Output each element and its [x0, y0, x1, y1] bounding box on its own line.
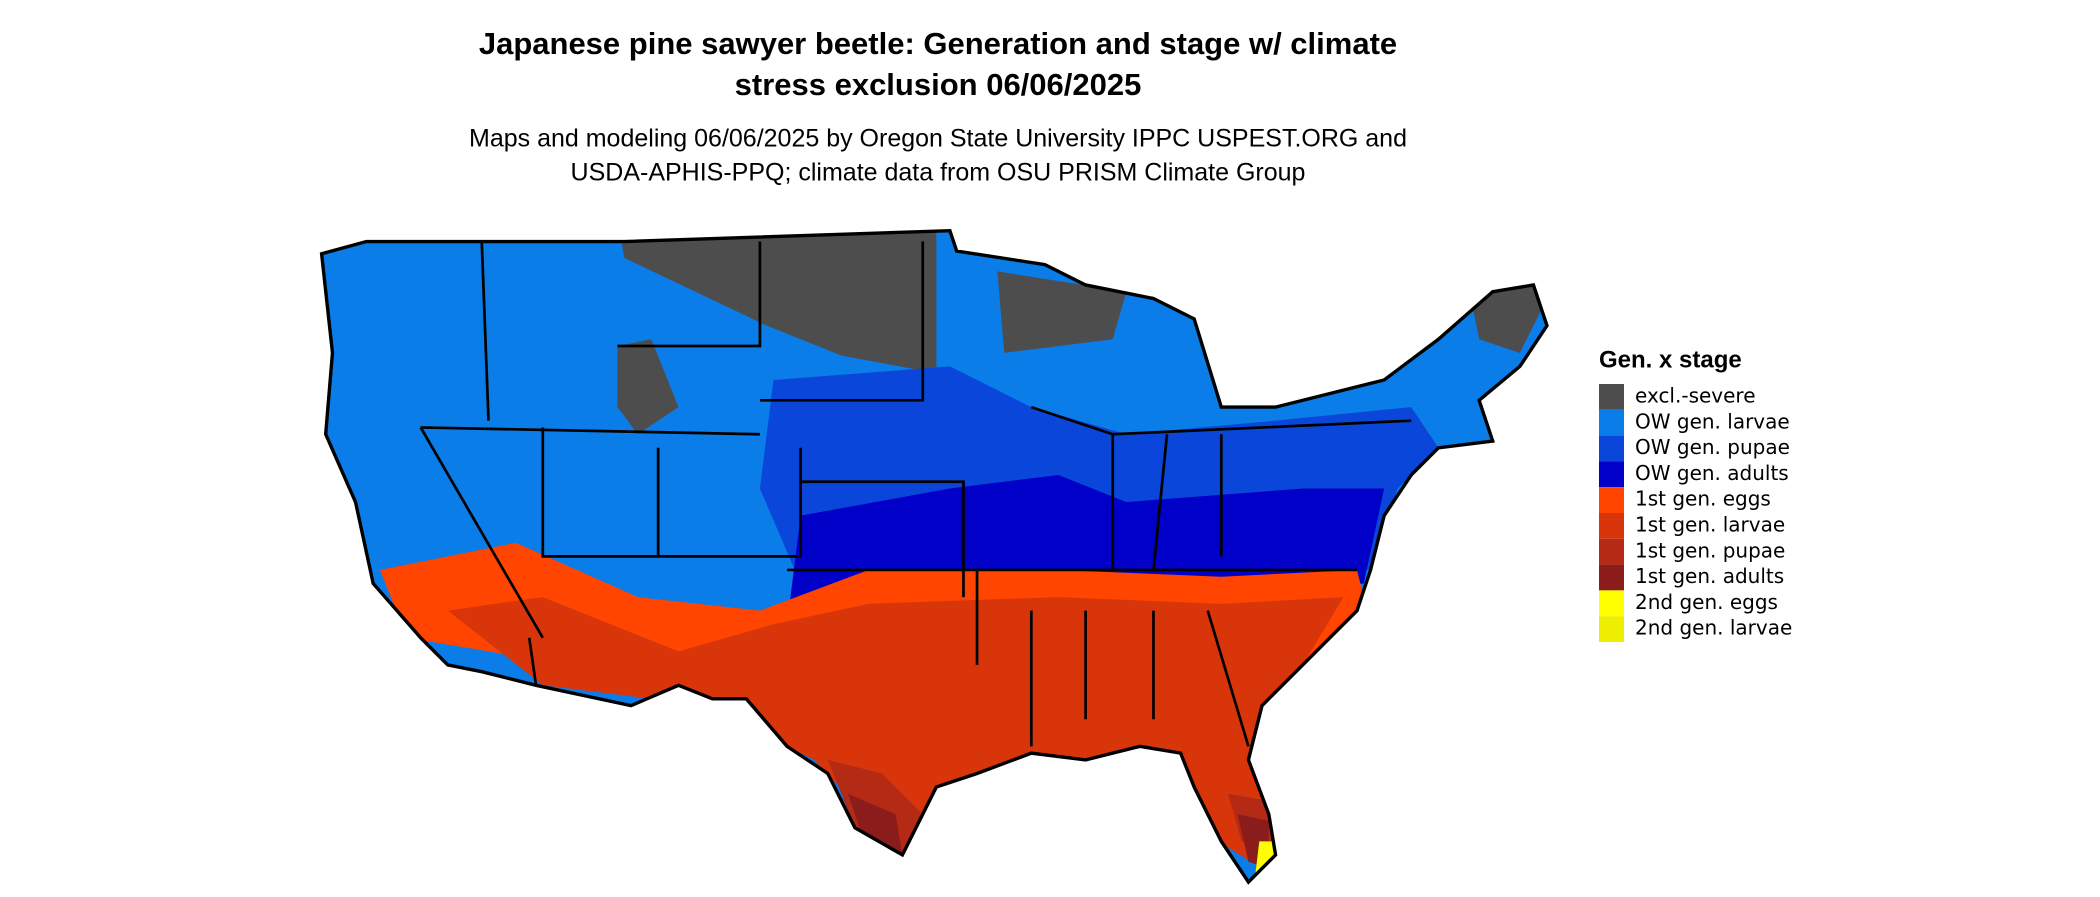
legend-label: 1st gen. pupae [1635, 538, 1785, 562]
legend-label: 1st gen. adults [1635, 564, 1784, 588]
region [617, 230, 937, 374]
legend-label: 1st gen. eggs [1635, 487, 1771, 511]
state-lines [419, 241, 1412, 747]
legend-title: Gen. x stage [1599, 346, 1742, 373]
legend-label: OW gen. adults [1635, 461, 1789, 485]
region [848, 793, 903, 855]
region [447, 597, 1344, 869]
region [997, 271, 1127, 353]
legend-swatch [1599, 513, 1624, 539]
title: Japanese pine sawyer beetle: Generation … [479, 26, 1397, 61]
legend-label: 2nd gen. eggs [1635, 590, 1778, 614]
legend-swatch [1599, 487, 1624, 513]
region [617, 339, 679, 435]
subtitle: Maps and modeling 06/06/2025 by Oregon S… [469, 125, 1407, 153]
legend-label: 1st gen. larvae [1635, 513, 1785, 537]
legend-label: 2nd gen. larvae [1635, 616, 1792, 640]
legend-swatch [1599, 538, 1624, 565]
title: stress exclusion 06/06/2025 [735, 67, 1142, 102]
legend-swatch [1599, 564, 1624, 591]
legend-swatch [1599, 435, 1624, 462]
subtitle: USDA-APHIS-PPQ; climate data from OSU PR… [571, 159, 1306, 187]
legend-swatch [1599, 384, 1624, 410]
map [319, 228, 1549, 884]
legend-label: OW gen. larvae [1635, 409, 1790, 433]
legend-label: excl.-severe [1635, 384, 1756, 408]
legend-swatch [1599, 616, 1624, 642]
legend-swatch [1599, 590, 1624, 617]
legend-label: OW gen. pupae [1635, 435, 1790, 459]
legend-swatch [1599, 461, 1624, 488]
legend-swatch [1599, 409, 1624, 436]
